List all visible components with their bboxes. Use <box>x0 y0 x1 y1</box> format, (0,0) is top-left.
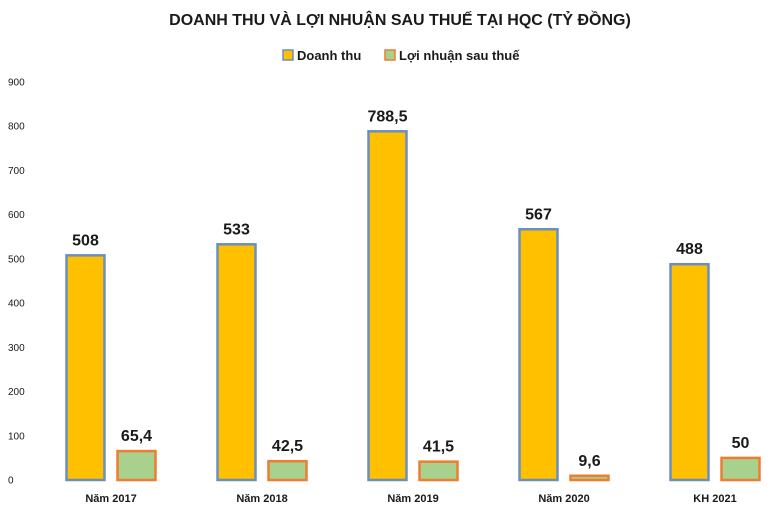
x-tick-label: Năm 2017 <box>85 493 136 505</box>
y-tick-label: 200 <box>8 387 25 398</box>
bar <box>116 449 157 482</box>
legend-label-loi-nhuan: Lợi nhuận sau thuế <box>399 48 520 63</box>
legend-swatch-doanh-thu <box>282 49 294 61</box>
y-tick-label: 600 <box>8 210 25 221</box>
y-tick-label: 800 <box>8 122 25 133</box>
y-tick-label: 900 <box>8 78 25 89</box>
y-tick-label: 300 <box>8 343 25 354</box>
bar <box>518 228 559 482</box>
bar <box>216 243 257 482</box>
data-label: 533 <box>223 221 250 238</box>
data-label: 488 <box>676 241 703 258</box>
bar <box>267 459 308 482</box>
bar <box>569 474 610 482</box>
data-label: 50 <box>732 435 750 452</box>
data-label: 41,5 <box>423 439 454 456</box>
x-tick-label: Năm 2018 <box>236 493 287 505</box>
x-axis: Năm 2017 Năm 2018 Năm 2019 Năm 2020 KH 2021 <box>85 493 736 505</box>
y-axis: 0 100 200 300 400 500 600 700 800 900 <box>8 78 25 487</box>
data-label: 65,4 <box>121 428 152 445</box>
bar <box>669 262 710 482</box>
y-tick-label: 700 <box>8 166 25 177</box>
y-tick-label: 400 <box>8 299 25 310</box>
x-tick-label: KH 2021 <box>693 493 736 505</box>
bars: 508 65,4 533 42,5 788,5 41,5 567 9,6 488 50 <box>65 108 761 482</box>
y-tick-label: 100 <box>8 431 25 442</box>
legend-label-doanh-thu: Doanh thu <box>297 48 361 63</box>
x-tick-label: Năm 2019 <box>387 493 438 505</box>
data-label: 508 <box>72 232 99 249</box>
data-label: 9,6 <box>578 453 600 470</box>
y-tick-label: 0 <box>8 476 14 487</box>
x-tick-label: Năm 2020 <box>538 493 589 505</box>
data-label: 788,5 <box>367 108 407 125</box>
data-label: 567 <box>525 206 552 223</box>
y-tick-label: 500 <box>8 254 25 265</box>
bar <box>367 130 408 482</box>
legend-swatch-loi-nhuan <box>384 49 396 61</box>
bar <box>720 456 761 482</box>
chart-title: DOANH THU VÀ LỢI NHUẬN SAU THUẾ TẠI HQC … <box>169 10 631 29</box>
legend: Doanh thu Lợi nhuận sau thuế <box>282 48 520 63</box>
data-label: 42,5 <box>272 438 303 455</box>
bar <box>65 254 106 482</box>
bar <box>418 460 459 482</box>
